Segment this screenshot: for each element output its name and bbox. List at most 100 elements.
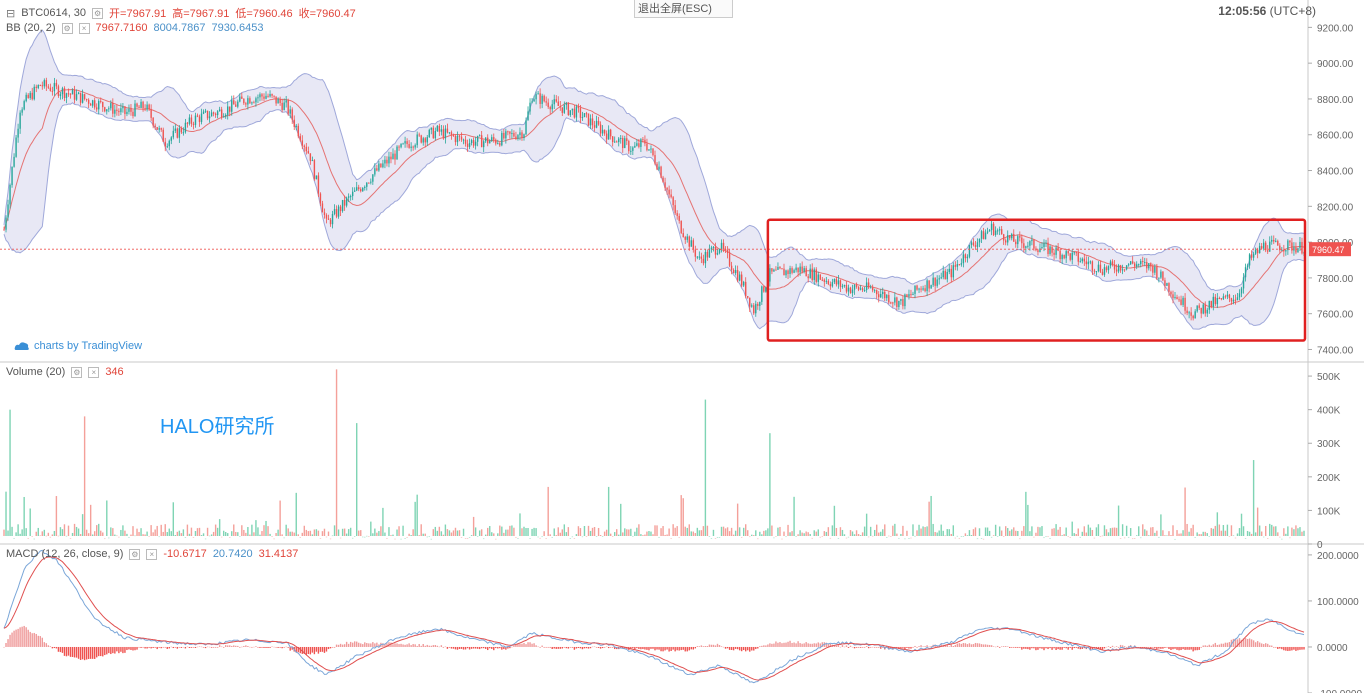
macd-histogram-bar — [269, 646, 271, 648]
macd-histogram-bar — [412, 644, 414, 647]
candle-body — [622, 138, 624, 149]
volume-bar — [609, 533, 612, 536]
candle-body — [374, 168, 376, 175]
macd-histogram-bar — [1206, 645, 1208, 647]
macd-histogram-bar — [106, 646, 108, 655]
collapse-icon[interactable]: ⊟ — [6, 7, 16, 20]
volume-bar — [380, 526, 382, 536]
candle-body — [886, 295, 888, 299]
volume-bar — [1150, 527, 1152, 536]
macd-histogram-bar — [1023, 646, 1025, 649]
candle-body — [339, 206, 342, 212]
candle-body — [773, 269, 775, 272]
candle-body — [1212, 296, 1215, 307]
macd-histogram-bar — [404, 644, 406, 647]
volume-bar — [317, 530, 320, 536]
settings-icon[interactable]: ⚙ — [129, 548, 141, 560]
candle-body — [525, 120, 527, 135]
candle-body — [412, 146, 414, 148]
macd-histogram-bar — [364, 642, 366, 647]
candle-body — [694, 249, 697, 257]
candle-body — [1061, 255, 1063, 260]
macd-histogram-bar — [351, 642, 354, 647]
volume-bar — [1037, 526, 1039, 536]
volume-bar — [769, 433, 771, 536]
volume-bar — [299, 537, 301, 538]
volume-bar — [652, 534, 654, 536]
candle-body — [362, 187, 364, 192]
macd-value-3: 31.4137 — [258, 548, 299, 560]
candle-body — [347, 196, 350, 198]
candle-body — [1267, 250, 1269, 252]
price-axis-tick-label: 7400.00 — [1317, 345, 1354, 356]
volume-bar — [801, 532, 803, 536]
macd-histogram-bar — [178, 646, 181, 648]
volume-bar — [251, 524, 253, 536]
volume-bar — [414, 501, 416, 536]
candle-body — [682, 233, 684, 237]
volume-bar — [571, 536, 574, 538]
volume-bar — [273, 538, 275, 540]
volume-bar — [1031, 526, 1033, 536]
settings-icon[interactable]: ⚙ — [71, 366, 83, 378]
candle-body — [376, 168, 378, 171]
volume-axis-tick-label: 0 — [1317, 540, 1323, 551]
macd-histogram-bar — [1210, 645, 1212, 647]
tradingview-attribution[interactable]: charts by TradingView — [14, 340, 142, 352]
candle-body — [438, 125, 441, 132]
volume-bar — [1081, 531, 1083, 536]
candle-body — [1101, 271, 1104, 275]
macd-histogram-bar — [265, 646, 267, 648]
candle-body — [271, 94, 273, 96]
settings-icon[interactable]: ⚙ — [92, 7, 104, 19]
volume-bar — [793, 496, 795, 536]
candle-body — [916, 285, 918, 290]
exit-fullscreen-button[interactable]: 退出全屏(ESC) — [634, 0, 733, 18]
macd-histogram-bar — [65, 646, 68, 657]
macd-histogram-bar — [452, 646, 455, 649]
volume-bar — [424, 533, 426, 536]
candle-body — [1055, 247, 1057, 255]
volume-bar — [585, 536, 588, 537]
close-icon[interactable]: × — [88, 366, 100, 378]
macd-histogram-bar — [1186, 646, 1188, 650]
volume-bar — [45, 535, 48, 537]
candle-body — [321, 203, 324, 213]
volume-bar — [1252, 460, 1255, 536]
volume-bar — [1021, 530, 1023, 536]
candle-body — [950, 268, 952, 278]
settings-icon[interactable]: ⚙ — [61, 22, 73, 34]
candle-body — [1085, 261, 1088, 265]
bollinger-lower-line — [3, 102, 1305, 330]
macd-histogram-bar — [1222, 643, 1225, 647]
candle-body — [1095, 271, 1098, 273]
macd-histogram-bar — [1007, 646, 1009, 647]
macd-histogram-bar — [386, 643, 388, 647]
candle-body — [418, 134, 420, 136]
volume-bar — [1248, 531, 1251, 536]
candle-body — [1051, 246, 1053, 253]
volume-bar — [291, 531, 293, 536]
candle-body — [1063, 255, 1065, 259]
macd-histogram-bar — [1224, 642, 1227, 647]
volume-bar — [227, 533, 229, 536]
candle-body — [890, 302, 892, 304]
macd-histogram-bar — [227, 645, 229, 647]
candle-body — [579, 108, 582, 118]
volume-bar — [603, 531, 606, 536]
candle-body — [994, 230, 997, 235]
candle-body — [980, 231, 983, 239]
volume-bar — [31, 536, 33, 537]
macd-histogram-bar — [1228, 642, 1231, 647]
candle-body — [801, 266, 803, 272]
close-icon[interactable]: × — [78, 22, 90, 34]
candle-body — [755, 303, 757, 314]
close-icon[interactable]: × — [146, 548, 158, 560]
candle-body — [501, 132, 503, 146]
volume-bar — [986, 527, 989, 536]
price-axis-tick-label: 8200.00 — [1317, 202, 1354, 213]
macd-histogram-bar — [1081, 646, 1083, 649]
macd-histogram-bar — [785, 642, 787, 647]
macd-histogram-bar — [767, 644, 769, 647]
volume-bar — [75, 526, 78, 536]
